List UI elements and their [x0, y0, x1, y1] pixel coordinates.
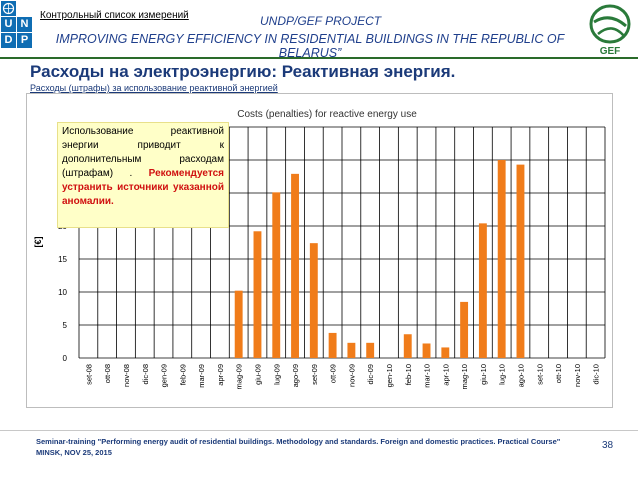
x-tick-label: apr-10 [441, 364, 450, 386]
page-title: Расходы на электроэнергию: Реактивная эн… [30, 62, 456, 81]
bar-dic-09 [366, 342, 375, 358]
x-tick-label: mag-09 [235, 364, 244, 389]
chart-frame: 05101520253035set-08ott-08nov-08dic-08ge… [26, 93, 613, 408]
bar-set-09 [309, 243, 318, 358]
header-divider [0, 57, 638, 59]
annotation-note: Использование реактивной энергии приводи… [57, 122, 229, 228]
x-tick-label: gen-10 [385, 364, 394, 387]
bar-mag-10 [460, 301, 469, 358]
x-tick-label: nov-09 [347, 364, 356, 387]
bar-apr-10 [441, 347, 450, 358]
x-tick-label: ago-09 [291, 364, 300, 387]
x-tick-label: nov-08 [122, 364, 131, 387]
x-tick-label: lug-09 [272, 364, 281, 385]
y-tick-label: 10 [58, 288, 67, 297]
chart-title: Costs (penalties) for reactive energy us… [237, 109, 417, 120]
bar-giu-10 [478, 223, 487, 358]
bar-giu-09 [253, 231, 262, 358]
x-tick-label: mar-10 [423, 364, 432, 388]
x-tick-label: feb-09 [178, 364, 187, 385]
undp-logo-letter: P [17, 33, 32, 48]
checklist-label: Контрольный список измерений [40, 10, 189, 21]
x-tick-label: dic-08 [141, 364, 150, 384]
y-tick-label: 0 [63, 354, 68, 363]
undp-logo-letter: U [1, 17, 16, 32]
x-tick-label: lug-10 [498, 364, 507, 385]
page-subtitle: Расходы (штрафы) за использование реакти… [30, 83, 278, 93]
bar-feb-10 [403, 334, 412, 358]
footer-date: MINSK, NOV 25, 2015 [36, 448, 112, 457]
undp-logo-letter: D [1, 33, 16, 48]
x-tick-label: apr-09 [216, 364, 225, 386]
gef-logo: GEF [586, 2, 634, 58]
project-subtitle: IMPROVING ENERGY EFFICIENCY IN RESIDENTI… [55, 32, 565, 60]
bar-lug-09 [272, 192, 281, 358]
x-tick-label: mar-09 [197, 364, 206, 388]
x-tick-label: dic-10 [592, 364, 601, 384]
undp-logo-letter: N [17, 17, 32, 32]
x-tick-label: giu-10 [479, 364, 488, 385]
x-tick-label: set-09 [310, 364, 319, 385]
bar-mag-09 [234, 290, 243, 358]
x-tick-label: set-10 [535, 364, 544, 385]
annotation-highlight: Рекомендуется устранить источники указан… [62, 168, 224, 207]
y-tick-label: 15 [58, 255, 67, 264]
bar-lug-10 [497, 160, 506, 358]
annotation-text: Использование реактивной энергии приводи… [62, 126, 224, 179]
x-tick-label: feb-10 [404, 364, 413, 385]
x-tick-label: ott-10 [554, 364, 563, 383]
gef-label: GEF [600, 46, 621, 57]
footer-divider [0, 430, 638, 431]
x-tick-label: ott-09 [329, 364, 338, 383]
x-tick-label: gen-09 [160, 364, 169, 387]
bar-ago-09 [291, 173, 299, 358]
x-tick-label: giu-09 [253, 364, 262, 385]
y-tick-label: 5 [63, 321, 68, 330]
footer-seminar: Seminar-training "Performing energy audi… [36, 437, 561, 446]
undp-logo: U N D P [0, 0, 32, 58]
bar-mar-10 [422, 343, 431, 358]
x-tick-label: set-08 [84, 364, 93, 385]
x-tick-label: dic-09 [366, 364, 375, 384]
bar-ago-10 [516, 164, 525, 358]
page-number: 38 [602, 440, 614, 451]
bar-chart: 05101520253035set-08ott-08nov-08dic-08ge… [33, 109, 606, 389]
x-tick-label: mag-10 [460, 364, 469, 389]
bar-ott-09 [328, 332, 337, 358]
undp-logo-emblem [1, 1, 16, 16]
bar-nov-09 [347, 342, 356, 358]
y-axis-label: [€] [33, 236, 43, 247]
project-title: UNDP/GEF PROJECT [260, 14, 382, 28]
x-tick-label: ott-08 [103, 364, 112, 383]
x-tick-label: nov-10 [573, 364, 582, 387]
x-tick-label: ago-10 [516, 364, 525, 387]
